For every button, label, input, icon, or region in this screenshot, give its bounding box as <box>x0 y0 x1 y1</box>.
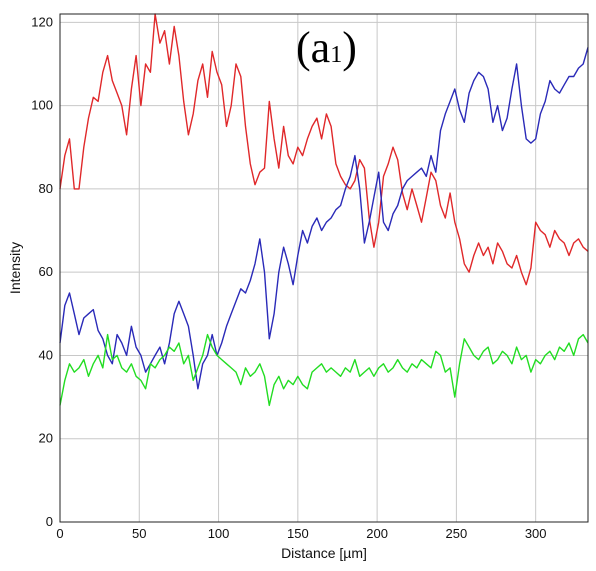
x-tick-label: 100 <box>208 526 230 541</box>
series-line-1 <box>59 13 589 286</box>
x-tick-label: 0 <box>56 526 63 541</box>
y-tick-label: 100 <box>31 98 53 113</box>
y-tick-label: 20 <box>39 431 53 446</box>
plot-area-frame <box>59 13 589 523</box>
panel-label: (a1) <box>296 23 357 72</box>
panel-label-subscript: 1 <box>330 42 342 68</box>
y-tick-label: 40 <box>39 347 53 362</box>
x-axis-title: Distance [µm] <box>281 545 367 561</box>
y-tick-label: 0 <box>46 514 53 529</box>
x-tick-label: 250 <box>446 526 468 541</box>
series-line-3 <box>59 333 589 407</box>
panel-label-main: (a <box>296 23 330 72</box>
y-tick-label: 60 <box>39 264 53 279</box>
data-series <box>59 13 589 407</box>
panel-label-close: ) <box>342 23 357 72</box>
y-axis-title: Intensity <box>7 242 23 294</box>
x-tick-label: 50 <box>132 526 146 541</box>
tick-labels: 0 50 100 150 200 250 300 0 20 40 60 80 100 120 <box>31 14 546 541</box>
y-tick-label: 80 <box>39 181 53 196</box>
y-tick-label: 120 <box>31 14 53 29</box>
x-tick-label: 200 <box>366 526 388 541</box>
x-tick-label: 150 <box>287 526 309 541</box>
x-tick-label: 300 <box>525 526 547 541</box>
series-line-2 <box>59 47 589 390</box>
